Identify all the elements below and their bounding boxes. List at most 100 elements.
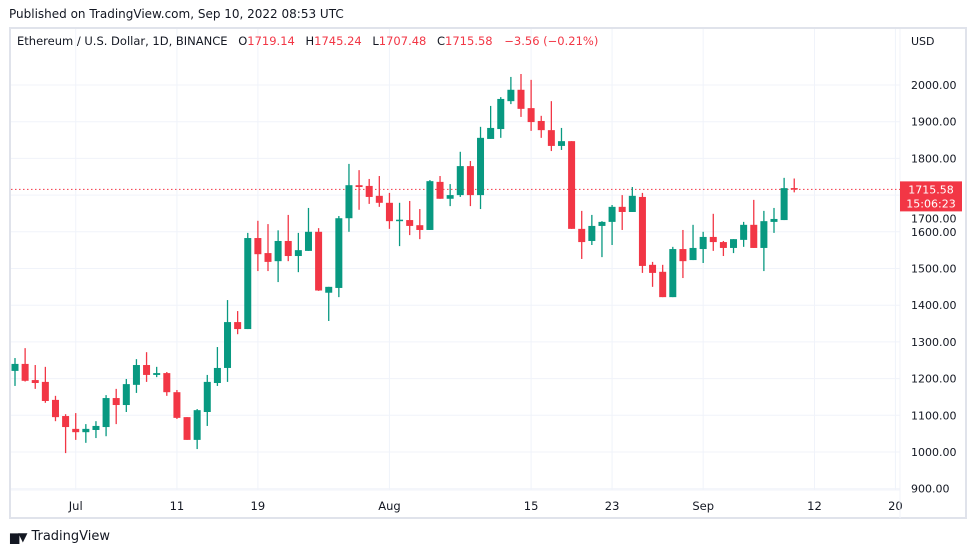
close-value: 1715.58 [445,34,493,48]
candle [102,395,110,437]
candle [456,151,464,197]
bar-countdown: 15:06:23 [906,197,955,210]
candle-body [659,271,667,298]
candle [730,239,738,254]
candle-body [719,242,727,248]
candle [41,366,49,403]
candle [213,347,221,386]
tradingview-logo-icon: ▆▼ [10,529,27,544]
candle [264,224,272,272]
candle-body [406,220,414,226]
candle-body [203,381,211,412]
candle [173,389,181,419]
symbol-title[interactable]: Ethereum / U.S. Dollar, 1D, BINANCE [17,34,228,48]
candle-body [487,127,495,139]
candle [244,232,252,330]
candle-body [618,206,626,212]
candle-body [72,428,80,433]
candle-body [740,224,748,240]
candle-body [153,373,161,375]
candle [304,207,312,251]
candle [203,374,211,426]
time-tick-label: 20 [888,499,903,513]
candle-body [264,253,272,262]
candle-body [709,236,717,243]
candle-body [122,384,130,406]
candle-body [497,98,505,130]
candle [345,163,353,232]
candle-body [790,188,798,190]
candle-body [416,225,424,230]
candle [274,230,282,283]
candle [780,177,788,221]
candle [517,73,525,117]
candle [649,261,657,287]
candle-body [396,219,404,222]
candle-body [507,89,515,102]
candle [790,178,798,193]
last-price-badge [900,181,962,212]
time-tick-label: Aug [378,499,400,513]
candle-body [143,365,151,375]
candle [385,192,393,229]
candle [183,417,191,440]
candle-body [598,221,606,226]
candle [163,371,171,396]
candle-body [760,221,768,248]
candle [740,221,748,247]
candle [638,192,646,273]
candle-body [193,410,201,440]
candle-body [62,416,70,428]
time-tick-label: Jul [68,499,83,513]
candle [51,395,59,422]
price-tick-label: 900.00 [911,483,950,496]
time-tick-label: 19 [251,499,266,513]
candle-body [588,225,596,241]
candle [527,79,535,131]
candle-body [41,381,49,401]
candle [578,210,586,259]
candle-body [11,363,19,371]
candle-body [234,322,242,330]
candle [426,180,434,230]
candle [284,214,292,262]
time-tick-label: 15 [524,499,539,513]
candle-body [669,249,677,298]
candle-body [304,231,312,251]
candle [254,220,262,272]
candle [132,359,140,393]
candle-body [183,417,191,440]
candle [628,187,636,212]
chart-frame[interactable] [9,27,967,519]
price-tick-label: 1700.00 [911,212,957,225]
candle-body [385,202,393,222]
candle-body [537,120,545,131]
candle [709,213,717,251]
candle-body [649,264,657,273]
price-tick-label: 1400.00 [911,299,957,312]
candle [659,264,667,298]
candle [487,105,495,139]
candle-body [477,137,485,196]
candle [365,178,373,204]
change-value: −3.56 (−0.21%) [504,34,599,48]
time-tick-label: 23 [605,499,620,513]
candle-body [224,322,232,368]
open-value: 1719.14 [247,34,295,48]
price-tick-label: 1100.00 [911,409,957,422]
candle-body [365,185,373,197]
candle [82,424,90,443]
candle [406,200,414,236]
candle-body [274,240,282,262]
candle [234,311,242,335]
candle-body [51,399,59,418]
candle [31,365,39,389]
tradingview-logo[interactable]: ▆▼ TradingView [10,529,110,544]
high-value: 1745.24 [314,34,362,48]
candle-body [750,224,758,248]
price-tick-label: 2000.00 [911,79,957,92]
candle [679,229,687,279]
candle-body [31,380,39,384]
candle-body [244,238,252,330]
